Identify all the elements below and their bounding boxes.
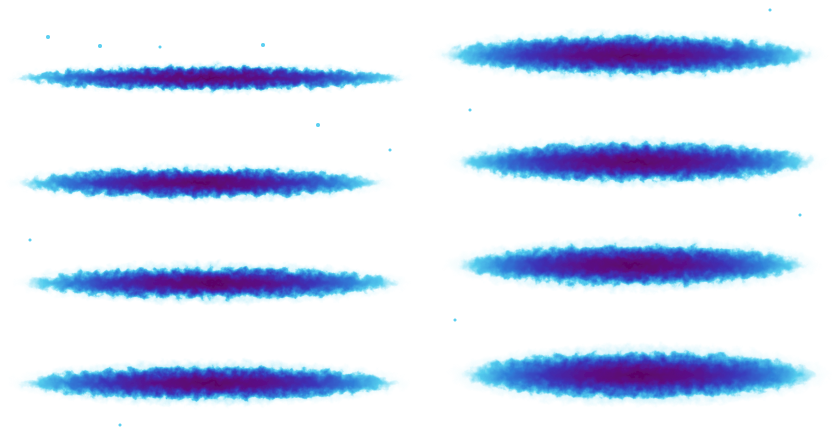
particle bbox=[118, 423, 122, 427]
particle bbox=[261, 43, 265, 47]
galaxy-disk bbox=[456, 142, 816, 182]
galaxy-disk bbox=[20, 366, 400, 400]
particles bbox=[28, 8, 802, 427]
particle bbox=[468, 108, 472, 112]
particle bbox=[768, 8, 772, 12]
galaxy bbox=[442, 237, 822, 293]
particle bbox=[98, 44, 102, 48]
particle bbox=[28, 238, 32, 242]
galaxy bbox=[444, 136, 828, 188]
galaxy-disk bbox=[462, 351, 818, 399]
galaxy-disk bbox=[24, 267, 400, 299]
particle bbox=[316, 123, 320, 127]
particle bbox=[46, 35, 50, 39]
galaxy bbox=[5, 62, 415, 94]
galaxy bbox=[12, 261, 412, 305]
galaxy-disk bbox=[15, 66, 405, 90]
particle bbox=[158, 45, 162, 49]
galaxy-disk bbox=[18, 168, 382, 198]
galaxy bbox=[5, 163, 395, 203]
particle bbox=[798, 213, 802, 217]
galaxy-disk bbox=[457, 244, 807, 286]
galaxy bbox=[8, 359, 412, 407]
galaxy bbox=[448, 343, 832, 407]
particle bbox=[388, 148, 392, 152]
particle bbox=[453, 318, 457, 322]
galaxy bbox=[428, 29, 828, 81]
galaxy-disk bbox=[443, 35, 813, 75]
